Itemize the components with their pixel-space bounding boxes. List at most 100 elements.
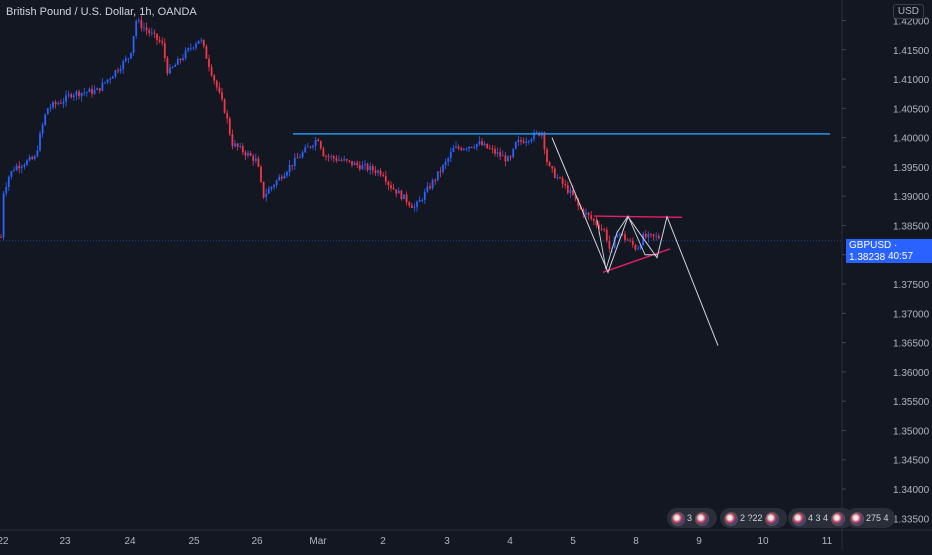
candle-body xyxy=(408,202,411,206)
candle-body xyxy=(642,233,645,246)
candle-body xyxy=(335,158,338,161)
candle-body xyxy=(10,171,13,177)
candle-body xyxy=(533,132,535,140)
candle-body xyxy=(286,172,288,176)
candle-body xyxy=(202,39,205,47)
candle-body xyxy=(468,146,470,149)
economic-event-badge[interactable]: 275 4 xyxy=(846,508,895,528)
candle-body xyxy=(553,168,556,178)
candle-body xyxy=(600,228,603,230)
candle-body xyxy=(104,82,106,84)
candle-body xyxy=(49,107,52,109)
candle-body xyxy=(132,35,135,53)
candle-body xyxy=(257,158,260,167)
candle-body xyxy=(618,233,621,235)
candle-body xyxy=(520,139,522,142)
candle-body xyxy=(569,190,572,193)
candle-body xyxy=(509,156,512,158)
candle-body xyxy=(67,94,70,96)
candle-body xyxy=(127,58,130,60)
candle-body xyxy=(78,91,80,97)
candle-body xyxy=(184,50,187,59)
candle-body xyxy=(267,188,270,194)
x-tick-label: 8 xyxy=(633,536,639,547)
candle-body xyxy=(343,159,346,161)
candle-body xyxy=(403,194,405,200)
economic-event-badge[interactable]: 4 3 4 xyxy=(788,508,853,528)
candle-body xyxy=(93,89,96,94)
candle-body xyxy=(585,212,587,215)
candle-body xyxy=(525,141,528,143)
uk-flag-icon xyxy=(765,511,780,526)
candle-body xyxy=(369,166,372,171)
candle-body xyxy=(46,108,49,115)
candle-body xyxy=(530,139,533,142)
candle-body xyxy=(527,141,530,143)
candle-body xyxy=(171,66,174,68)
candle-body xyxy=(158,39,161,42)
candle-body xyxy=(405,194,408,203)
candle-body xyxy=(592,218,595,221)
candle-body xyxy=(582,209,585,215)
y-tick-label: 1.41000 xyxy=(893,75,930,86)
candle-body xyxy=(109,78,112,80)
candle-body xyxy=(449,151,452,159)
candle-body xyxy=(548,162,551,167)
triangle-wave-path xyxy=(596,215,657,270)
candle-body xyxy=(213,75,216,81)
candle-body xyxy=(36,150,39,157)
candle-body xyxy=(637,248,639,250)
y-tick-label: 1.35000 xyxy=(893,426,930,437)
candle-body xyxy=(314,139,317,146)
candle-body xyxy=(299,157,301,158)
candle-body xyxy=(457,146,460,149)
candle-body xyxy=(613,237,616,248)
candle-body xyxy=(291,165,294,167)
candle-body xyxy=(338,159,340,161)
candle-body xyxy=(395,189,398,194)
economic-event-badge[interactable]: 2 ?22 xyxy=(720,508,788,528)
candle-body xyxy=(465,148,468,150)
candle-body xyxy=(491,148,494,150)
candle-body xyxy=(179,58,182,61)
candle-body xyxy=(296,157,299,159)
candle-body xyxy=(330,156,333,157)
candle-body xyxy=(587,212,590,216)
candle-body xyxy=(13,170,15,172)
candle-body xyxy=(327,156,330,158)
candle-body xyxy=(262,181,265,198)
candle-body xyxy=(650,233,652,235)
candle-body xyxy=(429,186,431,189)
y-tick-label: 1.33500 xyxy=(893,514,930,525)
candle-body xyxy=(260,166,262,182)
candle-body xyxy=(283,175,286,179)
candle-body xyxy=(244,152,247,156)
candle-body xyxy=(397,190,400,194)
x-tick-label: 26 xyxy=(251,536,263,547)
candle-body xyxy=(210,67,213,76)
triangle-upper-line xyxy=(593,215,683,218)
candle-body xyxy=(122,61,125,70)
candle-body xyxy=(7,176,10,187)
y-tick-label: 1.37000 xyxy=(893,309,930,320)
candle-body xyxy=(566,185,569,193)
x-tick-label: 5 xyxy=(570,536,576,547)
candle-body xyxy=(390,185,392,189)
candle-body xyxy=(75,91,78,96)
candle-body xyxy=(522,141,525,143)
candle-body xyxy=(374,170,377,173)
candle-body xyxy=(644,233,647,238)
candle-body xyxy=(130,52,132,59)
currency-button[interactable]: USD xyxy=(892,4,924,19)
candle-body xyxy=(226,113,229,119)
candle-body xyxy=(80,92,83,97)
candle-body xyxy=(234,143,236,147)
candle-body xyxy=(608,240,611,249)
economic-event-badge[interactable]: 3 xyxy=(667,508,717,528)
candle-body xyxy=(351,160,353,166)
candle-body xyxy=(91,88,93,94)
candle-body xyxy=(57,103,60,105)
candle-body xyxy=(535,132,538,134)
